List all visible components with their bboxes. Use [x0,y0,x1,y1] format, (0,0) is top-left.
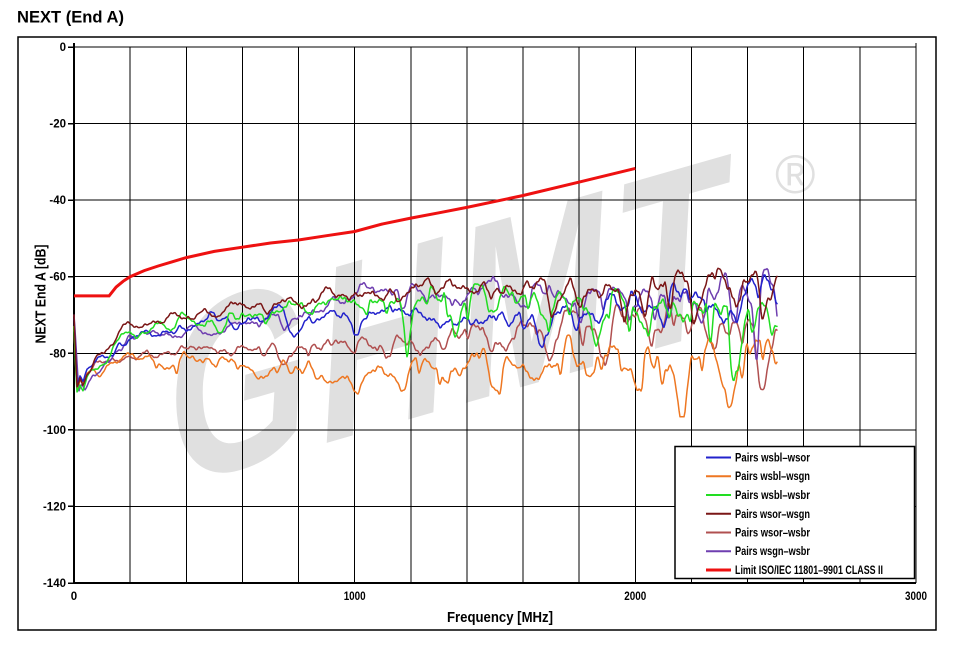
svg-text:Frequency [MHz]: Frequency [MHz] [447,610,553,626]
svg-text:Pairs wsbl–wsgn: Pairs wsbl–wsgn [735,471,810,483]
svg-text:NEXT End A [dB]: NEXT End A [dB] [34,244,50,343]
svg-text:Pairs wsor–wsgn: Pairs wsor–wsgn [735,509,810,521]
svg-text:-140: -140 [43,578,66,590]
svg-text:-80: -80 [49,348,66,360]
svg-text:0: 0 [60,42,66,54]
svg-text:Pairs wsbl–wsor: Pairs wsbl–wsor [735,453,810,465]
svg-text:1000: 1000 [344,591,366,603]
svg-text:NEXT (End A): NEXT (End A) [17,8,124,27]
svg-text:-20: -20 [49,119,66,131]
svg-text:0: 0 [71,591,77,603]
svg-text:2000: 2000 [624,591,646,603]
svg-text:-40: -40 [49,195,66,207]
svg-text:-60: -60 [49,272,66,284]
svg-text:Pairs wsgn–wsbr: Pairs wsgn–wsbr [735,546,810,558]
svg-text:-100: -100 [43,425,66,437]
svg-text:-120: -120 [43,501,66,513]
svg-text:Limit ISO/IEC 11801–9901 CLAS: Limit ISO/IEC 11801–9901 CLASS II [735,565,883,577]
svg-text:3000: 3000 [905,591,927,603]
svg-text:Pairs wsor–wsbr: Pairs wsor–wsbr [735,528,810,540]
svg-text:®: ® [775,143,816,205]
svg-text:Pairs wsbl–wsbr: Pairs wsbl–wsbr [735,490,810,502]
